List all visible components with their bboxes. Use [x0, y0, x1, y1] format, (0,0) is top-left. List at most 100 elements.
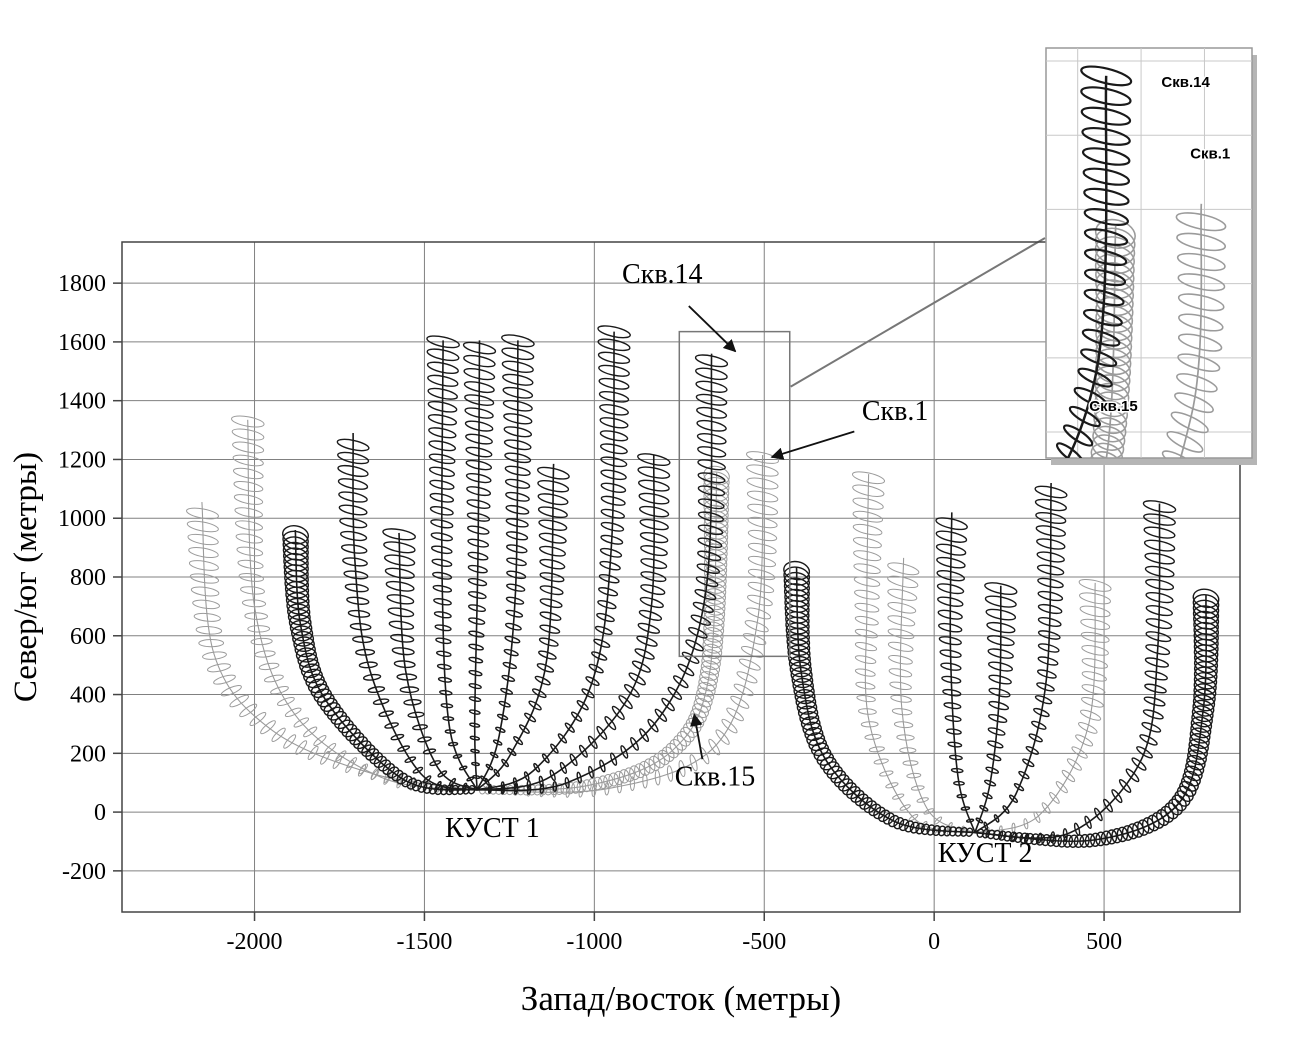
trajectory-ellipse [695, 393, 728, 406]
trajectory-ellipse [489, 751, 499, 759]
trajectory-ellipse [1037, 603, 1063, 615]
trajectory-ellipse [346, 757, 358, 769]
trajectory-ellipse [1142, 709, 1164, 720]
trajectory-ellipse [466, 486, 492, 497]
trajectory-ellipse [467, 577, 488, 587]
trajectory-ellipse [1100, 830, 1112, 846]
trajectory-ellipse [429, 479, 455, 490]
trajectory-ellipse [936, 570, 965, 582]
trajectory-ellipse [744, 620, 769, 633]
trajectory-ellipse [887, 562, 920, 576]
annotation-label: Скв.15 [675, 762, 756, 793]
trajectory-ellipse [628, 672, 646, 686]
trajectory-ellipse [703, 515, 729, 535]
trajectory-ellipse [422, 782, 433, 794]
trajectory-ellipse [797, 705, 819, 721]
trajectory-ellipse [909, 821, 920, 834]
trajectory-ellipse [1083, 208, 1130, 226]
trajectory-ellipse [1186, 754, 1206, 771]
annotation-label: Скв.1 [862, 396, 929, 427]
trajectory-ellipse [539, 558, 566, 570]
trajectory-ellipse [1176, 785, 1194, 802]
trajectory-ellipse [467, 538, 490, 548]
trajectory-ellipse [937, 825, 947, 837]
trajectory-ellipse [287, 608, 311, 626]
inset-well-label: Скв.15 [1089, 398, 1137, 415]
trajectory-ellipse [506, 544, 528, 554]
trajectory-ellipse [703, 615, 725, 632]
trajectory-ellipse [206, 663, 232, 673]
trajectory-ellipse [464, 407, 494, 419]
trajectory-ellipse [1089, 832, 1101, 847]
trajectory-ellipse [391, 647, 415, 656]
trajectory-ellipse [1041, 802, 1051, 814]
trajectory-ellipse [813, 747, 832, 762]
trajectory-ellipse [1080, 709, 1102, 721]
trajectory-ellipse [1122, 535, 1149, 568]
trajectory-ellipse [986, 621, 1016, 634]
trajectory-ellipse [502, 661, 518, 670]
trajectory-ellipse [1145, 605, 1173, 617]
inset-wells [671, 65, 1227, 637]
trajectory-ellipse [1075, 734, 1094, 747]
trajectory-ellipse [1068, 405, 1102, 428]
trajectory-ellipse [316, 692, 335, 708]
trajectory-ellipse [307, 745, 319, 761]
trajectory-ellipse [1187, 743, 1208, 760]
trajectory-ellipse [788, 655, 812, 673]
trajectory-ellipse [1094, 382, 1130, 409]
trajectory-ellipse [598, 377, 630, 390]
trajectory-ellipse [695, 367, 728, 381]
trajectory-ellipse [1083, 268, 1127, 287]
trajectory-ellipse [698, 676, 717, 692]
trajectory-ellipse [349, 622, 372, 631]
trajectory-ellipse [700, 665, 719, 681]
trajectory-ellipse [932, 824, 941, 837]
trajectory-ellipse [1028, 733, 1043, 743]
trajectory-ellipse [1145, 618, 1173, 630]
trajectory-ellipse [504, 465, 531, 477]
trajectory-ellipse [270, 686, 289, 695]
trajectory-ellipse [232, 441, 265, 454]
trajectory-ellipse [467, 525, 490, 535]
trajectory-ellipse [1092, 425, 1126, 451]
trajectory-ellipse [938, 622, 963, 633]
trajectory-ellipse [993, 814, 1000, 823]
trajectory-ellipse [942, 688, 962, 697]
trajectory-ellipse [238, 572, 265, 582]
trajectory-ellipse [1193, 621, 1219, 641]
trajectory-ellipse [956, 592, 974, 616]
trajectory-ellipse [452, 754, 463, 759]
trajectory-ellipse [365, 748, 380, 761]
trajectory-ellipse [791, 672, 814, 689]
trajectory-ellipse [715, 729, 730, 745]
trajectory-ellipse [352, 635, 374, 644]
trajectory-ellipse [1036, 564, 1065, 576]
trajectory-ellipse [766, 622, 774, 637]
trajectory-ellipse [1083, 248, 1128, 267]
trajectory-ellipse [747, 503, 778, 516]
trajectory-ellipse [726, 622, 733, 635]
trajectory-ellipse [1192, 605, 1220, 625]
trajectory-ellipse [888, 814, 900, 828]
trajectory-ellipse [1080, 348, 1118, 368]
trajectory-ellipse [433, 611, 452, 619]
trajectory-ellipse [576, 771, 582, 784]
trajectory-ellipse [956, 793, 967, 799]
trajectory-ellipse [436, 663, 452, 670]
trajectory-ellipse [397, 745, 411, 752]
trajectory-ellipse [1094, 807, 1103, 822]
trajectory-ellipse [887, 588, 918, 601]
trajectory-ellipse [941, 675, 962, 684]
trajectory-ellipse [831, 614, 847, 635]
trajectory-ellipse [233, 480, 264, 493]
trajectory-ellipse [747, 581, 775, 594]
trajectory-ellipse [1081, 147, 1131, 166]
trajectory-ellipse [276, 697, 295, 706]
trajectory-ellipse [247, 625, 271, 633]
trajectory-ellipse [283, 547, 309, 567]
trajectory-ellipse [1111, 828, 1123, 844]
trajectory-ellipse [283, 552, 309, 572]
trajectory-ellipse [1193, 610, 1220, 630]
trajectory-ellipse [671, 619, 683, 633]
